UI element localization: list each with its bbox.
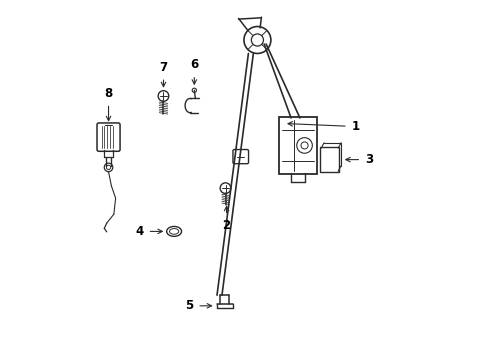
Text: 7: 7 xyxy=(159,61,168,74)
Text: 6: 6 xyxy=(190,58,198,71)
Text: 3: 3 xyxy=(365,153,373,166)
Text: 1: 1 xyxy=(351,120,360,133)
Text: 5: 5 xyxy=(185,299,194,312)
Text: 4: 4 xyxy=(136,225,144,238)
Text: 2: 2 xyxy=(222,219,231,232)
Text: 8: 8 xyxy=(104,87,113,100)
